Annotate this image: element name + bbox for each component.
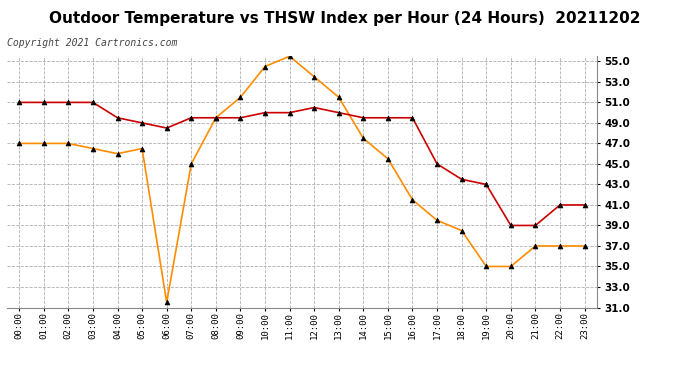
Text: Copyright 2021 Cartronics.com: Copyright 2021 Cartronics.com — [7, 38, 177, 48]
Text: Outdoor Temperature vs THSW Index per Hour (24 Hours)  20211202: Outdoor Temperature vs THSW Index per Ho… — [49, 11, 641, 26]
Legend: THSW  (°F), Temperature  (°F): THSW (°F), Temperature (°F) — [351, 0, 591, 4]
